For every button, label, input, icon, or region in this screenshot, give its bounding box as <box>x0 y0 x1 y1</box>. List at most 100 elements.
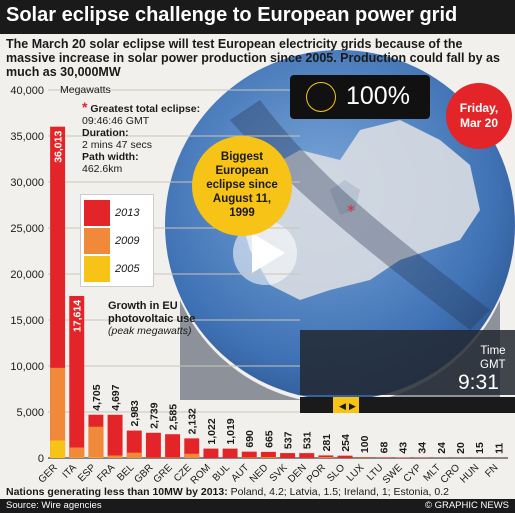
chart-bars <box>50 126 506 459</box>
value-labels: 36,013 17,614 4,705 4,697 2,983 2,739 2,585 2,1… <box>53 131 506 454</box>
x-tick-label: BEL <box>115 462 136 483</box>
y-tick-label: 25,000 <box>10 223 44 235</box>
value-label: 537 <box>283 431 295 449</box>
y-tick-label: 30,000 <box>10 177 44 189</box>
y-tick-label: 10,000 <box>10 361 44 373</box>
eclipse-icon <box>306 82 336 112</box>
credit-text: © GRAPHIC NEWS <box>424 500 509 511</box>
value-label: 1,022 <box>206 418 218 444</box>
value-label: 254 <box>340 434 352 452</box>
x-axis-labels: GER ITAESPFRABELGBRGRECZEROMBULAUTNEDSVKD… <box>37 462 501 487</box>
time-value: 9:31 <box>458 371 499 394</box>
value-label: 17,614 <box>72 300 84 332</box>
value-label: 36,013 <box>53 131 65 163</box>
value-label: 2,983 <box>129 400 141 426</box>
greatest-label: Greatest total eclipse: <box>90 103 201 115</box>
x-tick-label: DEN <box>286 462 309 485</box>
bar-ITA-2009 <box>69 447 85 458</box>
legend-swatch-2013 <box>84 199 110 226</box>
coverage-value: 100% <box>346 82 410 110</box>
value-label: 690 <box>244 430 256 448</box>
bar-LTU-2013 <box>375 457 391 458</box>
bar-GER-2009 <box>50 367 66 458</box>
x-tick-label: ROM <box>189 462 213 486</box>
duration-value: 2 mins 47 secs <box>82 139 153 151</box>
x-tick-label: SVK <box>268 462 290 484</box>
x-tick-label: GBR <box>132 462 155 485</box>
value-label: 2,132 <box>187 408 199 434</box>
badge-line-5: 1999 <box>229 207 255 219</box>
intro-text: The March 20 solar eclipse will test Eur… <box>6 37 500 79</box>
bar-GER-2005 <box>50 440 66 458</box>
bar-SLO-2013 <box>337 455 353 458</box>
footer-bar: Source: Wire agencies © GRAPHIC NEWS <box>0 499 515 513</box>
slider-left-arrow: ◀ <box>339 402 346 412</box>
time-label: Time GMT <box>480 344 506 372</box>
legend-label-2013: 2013 <box>115 206 140 219</box>
time-label-line-1: Time <box>480 345 506 357</box>
eclipse-path <box>230 100 490 330</box>
eclipse-info: * Greatest total eclipse: 09:46:46 GMT D… <box>82 100 201 175</box>
legend-item-2009: 2009 <box>84 227 150 254</box>
bar-GRE-2013 <box>165 434 181 458</box>
legend-swatch-2005 <box>84 255 110 282</box>
bar-ESP-2005 <box>88 457 104 458</box>
chart-legend: 2013 2009 2005 <box>80 194 154 287</box>
value-label: 11 <box>493 443 505 454</box>
value-label: 34 <box>417 442 429 454</box>
growth-sub: (peak megawatts) <box>108 325 192 337</box>
value-label: 43 <box>398 442 410 454</box>
bar-GRE-2009 <box>165 457 181 458</box>
value-label: 20 <box>455 442 467 454</box>
x-tick-label: FRA <box>95 462 117 484</box>
bar-DEN-2013 <box>299 453 315 458</box>
bar-CZE-2009 <box>184 453 200 458</box>
value-label: 4,705 <box>91 384 103 410</box>
x-tick-label: POR <box>305 462 328 485</box>
time-slider-handle <box>333 397 359 413</box>
badge-line-2: European <box>215 165 269 177</box>
growth-line-1: Growth in EU <box>108 300 178 312</box>
value-label: 531 <box>302 431 314 449</box>
time-slider-track <box>300 397 515 413</box>
bar-BEL-2013 <box>126 430 142 458</box>
x-tick-label: CYP <box>402 462 425 485</box>
slider-right-arrow: ▶ <box>349 402 356 412</box>
x-tick-label: LUX <box>345 462 367 484</box>
x-tick-label: GER <box>37 462 60 485</box>
legend-swatch-2009 <box>84 227 110 254</box>
title-bar: Solar eclipse challenge to European powe… <box>0 0 515 34</box>
bar-POR-2009 <box>318 457 334 458</box>
bar-BEL-2009 <box>126 452 142 458</box>
x-tick-label: AUT <box>229 462 251 484</box>
footnote-rest: Poland, 4.2; Latvia, 1.5; Ireland, 1; Es… <box>227 486 449 498</box>
x-tick-label: FN <box>483 462 500 479</box>
x-tick-label: HUN <box>458 462 481 485</box>
legend-label-2009: 2009 <box>115 234 140 247</box>
y-tick-label: 40,000 <box>10 85 44 97</box>
time-label-line-2: GMT <box>480 359 506 371</box>
bar-LUX-2013 <box>356 457 372 458</box>
value-label: 2,739 <box>148 402 160 428</box>
y-tick-label: 5,000 <box>16 407 44 419</box>
value-label: 2,585 <box>168 404 180 430</box>
y-axis-ticks: 0 5,000 10,000 15,000 20,000 25,000 30,000 35,0… <box>10 85 44 465</box>
legend-label-2005: 2005 <box>115 262 140 275</box>
x-tick-label: SLO <box>325 462 347 484</box>
footnote: Nations generating less than 10MW by 201… <box>6 486 449 498</box>
play-icon <box>252 233 285 273</box>
bar-NED-2013 <box>260 451 276 458</box>
path-value: 462.6km <box>82 163 123 175</box>
badge-line-4: August 11, <box>212 193 272 205</box>
greatest-time: 09:46:46 GMT <box>82 115 150 127</box>
x-tick-label: SWE <box>381 462 405 486</box>
bar-POR-2013 <box>318 455 334 458</box>
badge-line-1: Biggest <box>220 151 264 163</box>
y-tick-label: 0 <box>38 453 44 465</box>
x-tick-label: NED <box>248 462 271 485</box>
value-label: 4,697 <box>110 384 122 410</box>
footnote-bold: Nations generating less than 10MW by 201… <box>6 486 228 498</box>
europe-land <box>240 120 480 300</box>
x-tick-label: ESP <box>76 462 98 484</box>
